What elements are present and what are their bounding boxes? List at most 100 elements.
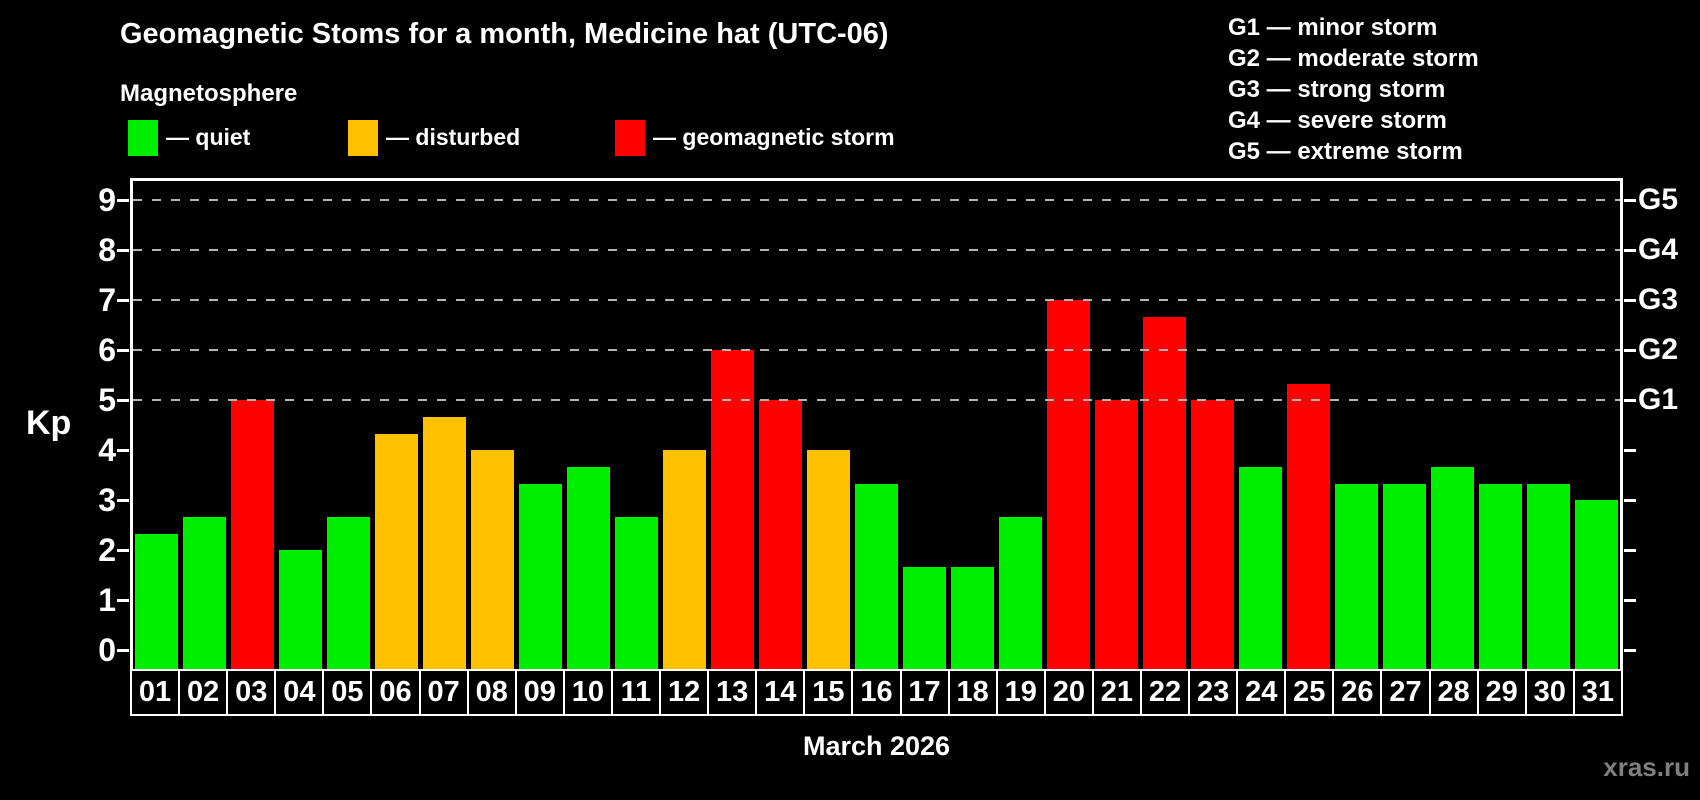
plot-area: [130, 178, 1623, 669]
day-label-cell-03: 03: [228, 669, 277, 716]
day-label-cell-17: 17: [901, 669, 950, 716]
kp-bar-day-09: [519, 483, 563, 669]
kp-bar-day-23: [1190, 400, 1234, 669]
y-axis-tick-label-2: 2: [98, 532, 116, 568]
gridline-kp-5: [133, 399, 1620, 401]
chart-subtitle: Magnetosphere: [120, 80, 298, 107]
left-axis-tick-5: [117, 399, 129, 402]
g-scale-legend-line: G2 — moderate storm: [1228, 45, 1479, 72]
kp-bar-day-26: [1334, 483, 1378, 669]
day-label-cell-08: 08: [468, 669, 517, 716]
day-label-cell-11: 11: [612, 669, 662, 716]
legend-label: — geomagnetic storm: [653, 124, 895, 150]
gridline-kp-9: [133, 199, 1620, 201]
kp-bar-day-25: [1286, 383, 1330, 669]
day-label-cell-19: 19: [997, 669, 1046, 716]
g-scale-legend-line: G4 — severe storm: [1228, 107, 1447, 134]
left-axis-tick-4: [117, 449, 129, 452]
right-axis-tick-2: [1624, 549, 1636, 552]
kp-bar-day-04: [279, 550, 323, 669]
quiet-color-swatch: [128, 120, 158, 156]
watermark: xras.ru: [1603, 752, 1690, 782]
kp-bar-day-16: [855, 483, 898, 669]
day-label-cell-06: 06: [372, 669, 421, 716]
gridline-kp-6: [133, 349, 1620, 351]
g-scale-legend-line: G3 — strong storm: [1228, 76, 1446, 103]
g-scale-legend-line: G5 — extreme storm: [1228, 138, 1463, 165]
right-axis-label-g5: G5: [1638, 183, 1679, 216]
day-label-cell-29: 29: [1478, 669, 1527, 716]
day-label-cell-21: 21: [1093, 669, 1142, 716]
day-label-cell-30: 30: [1526, 669, 1575, 716]
right-axis-tick-0: [1624, 649, 1636, 652]
day-label-cell-02: 02: [180, 669, 229, 716]
y-axis-title: Kp: [26, 404, 72, 442]
kp-bar-day-03: [231, 400, 275, 669]
gridline-kp-7: [133, 299, 1620, 301]
kp-bar-day-27: [1382, 483, 1426, 669]
day-label-cell-25: 25: [1286, 669, 1335, 716]
day-label-cell-09: 09: [516, 669, 565, 716]
right-axis-label-g2: G2: [1638, 333, 1679, 366]
gridline-kp-8: [133, 249, 1620, 251]
day-label-cell-13: 13: [709, 669, 758, 716]
kp-bar-day-20: [1046, 300, 1090, 669]
kp-bar-day-31: [1574, 500, 1618, 669]
day-label-cell-24: 24: [1238, 669, 1287, 716]
disturbed-color-swatch: [348, 120, 378, 156]
right-axis-tick-4: [1624, 449, 1636, 452]
g-scale-legend: G1 — minor storm G2 — moderate storm G3 …: [1228, 12, 1479, 167]
y-axis-tick-label-3: 3: [98, 482, 116, 518]
kp-bar-day-05: [327, 516, 371, 669]
kp-bar-day-29: [1478, 483, 1522, 669]
day-label-cell-20: 20: [1045, 669, 1094, 716]
day-label-cell-12: 12: [661, 669, 710, 716]
kp-bar-day-18: [950, 566, 994, 669]
kp-bar-day-17: [902, 566, 946, 669]
right-axis-label-g4: G4: [1638, 233, 1679, 266]
kp-bar-day-13: [711, 350, 755, 669]
left-axis-tick-2: [117, 549, 129, 552]
kp-bar-day-22: [1142, 316, 1186, 669]
day-label-cell-31: 31: [1574, 669, 1623, 716]
kp-bar-day-10: [567, 466, 611, 669]
left-axis-tick-7: [117, 299, 129, 302]
y-axis-tick-label-1: 1: [98, 582, 116, 618]
right-axis-tick-7: [1624, 299, 1636, 302]
day-label-cell-22: 22: [1141, 669, 1191, 716]
right-axis-tick-3: [1624, 499, 1636, 502]
y-axis-tick-label-4: 4: [98, 432, 116, 468]
kp-bar-day-19: [998, 516, 1042, 669]
left-axis-tick-0: [117, 649, 129, 652]
kp-bar-day-06: [375, 433, 419, 669]
kp-bar-day-14: [759, 400, 803, 669]
left-axis-tick-1: [117, 599, 129, 602]
storm-color-swatch: [615, 120, 645, 156]
y-axis-tick-label-0: 0: [98, 632, 116, 668]
day-label-cell-14: 14: [757, 669, 806, 716]
right-axis-tick-1: [1624, 599, 1636, 602]
right-axis-tick-5: [1624, 399, 1636, 402]
day-label-cell-26: 26: [1334, 669, 1383, 716]
right-axis-tick-8: [1624, 249, 1636, 252]
kp-bar-day-12: [663, 450, 707, 669]
left-axis-tick-3: [117, 499, 129, 502]
legend-label: — quiet: [166, 124, 251, 150]
left-axis-tick-8: [117, 249, 129, 252]
day-label-cell-01: 01: [130, 669, 181, 716]
kp-bar-day-11: [615, 516, 659, 669]
kp-bar-day-02: [183, 516, 227, 669]
y-axis-tick-label-8: 8: [98, 232, 116, 268]
day-label-cell-28: 28: [1430, 669, 1479, 716]
day-label-cell-27: 27: [1382, 669, 1431, 716]
y-axis-tick-label-9: 9: [98, 182, 116, 218]
day-label-cell-04: 04: [276, 669, 325, 716]
right-axis-label-g1: G1: [1638, 383, 1679, 416]
day-label-cell-16: 16: [853, 669, 902, 716]
y-axis-tick-label-7: 7: [98, 282, 116, 318]
y-axis-tick-label-5: 5: [98, 382, 116, 418]
right-axis-label-g3: G3: [1638, 283, 1679, 316]
legend-label: — disturbed: [386, 124, 521, 150]
kp-bar-day-24: [1238, 466, 1282, 669]
